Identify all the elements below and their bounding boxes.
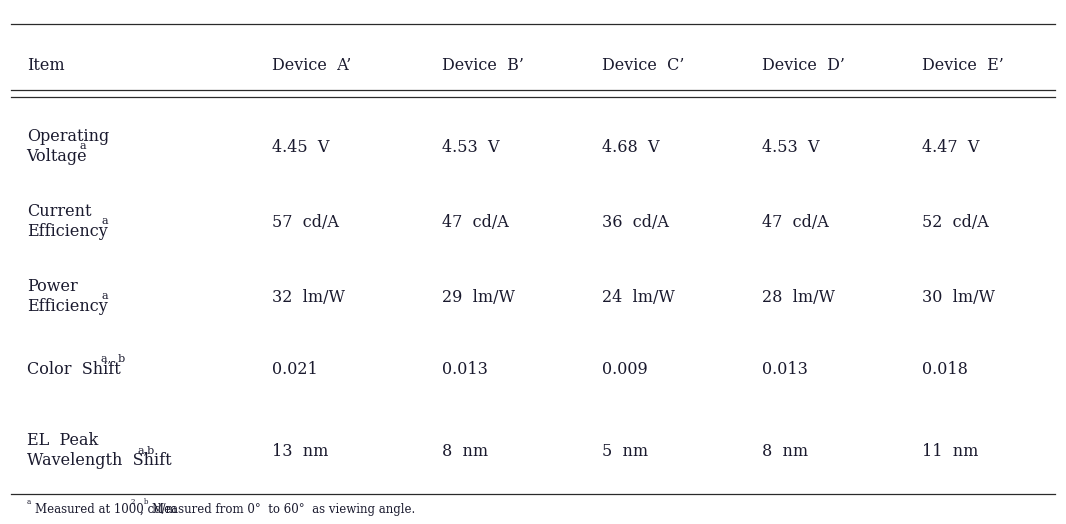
- Text: 4.53  V: 4.53 V: [442, 139, 500, 156]
- Text: b: b: [144, 498, 148, 506]
- Text: 32  lm/W: 32 lm/W: [272, 289, 344, 306]
- Text: a,  b: a, b: [101, 353, 126, 363]
- Text: 13  nm: 13 nm: [272, 443, 328, 460]
- Text: a: a: [27, 498, 31, 506]
- Text: 47  cd/A: 47 cd/A: [762, 214, 829, 231]
- Text: 0.009: 0.009: [602, 361, 648, 378]
- Text: 24  lm/W: 24 lm/W: [602, 289, 675, 306]
- Text: 4.45  V: 4.45 V: [272, 139, 329, 156]
- Text: 11  nm: 11 nm: [922, 443, 979, 460]
- Text: 57  cd/A: 57 cd/A: [272, 214, 339, 231]
- Text: Measured at 1000 cd/m: Measured at 1000 cd/m: [35, 503, 177, 516]
- Text: ,: ,: [140, 503, 143, 516]
- Text: Device  A’: Device A’: [272, 57, 351, 74]
- Text: Wavelength  Shift: Wavelength Shift: [27, 452, 172, 469]
- Text: 0.018: 0.018: [922, 361, 968, 378]
- Text: 29  lm/W: 29 lm/W: [442, 289, 515, 306]
- Text: 5  nm: 5 nm: [602, 443, 648, 460]
- Text: Efficiency: Efficiency: [27, 223, 108, 240]
- Text: a,b: a,b: [138, 445, 155, 455]
- Text: 47  cd/A: 47 cd/A: [442, 214, 510, 231]
- Text: Device  E’: Device E’: [922, 57, 1004, 74]
- Text: 2: 2: [131, 498, 135, 506]
- Text: 4.53  V: 4.53 V: [762, 139, 820, 156]
- Text: 4.68  V: 4.68 V: [602, 139, 660, 156]
- Text: a: a: [101, 216, 108, 226]
- Text: Measured from 0°  to 60°  as viewing angle.: Measured from 0° to 60° as viewing angle…: [152, 503, 416, 516]
- Text: Operating: Operating: [27, 128, 109, 145]
- Text: 8  nm: 8 nm: [762, 443, 808, 460]
- Text: 28  lm/W: 28 lm/W: [762, 289, 835, 306]
- Text: Item: Item: [27, 57, 64, 74]
- Text: a: a: [101, 291, 108, 301]
- Text: 30  lm/W: 30 lm/W: [922, 289, 995, 306]
- Text: 8  nm: 8 nm: [442, 443, 488, 460]
- Text: 0.021: 0.021: [272, 361, 318, 378]
- Text: 36  cd/A: 36 cd/A: [602, 214, 669, 231]
- Text: a: a: [80, 141, 86, 151]
- Text: Device  B’: Device B’: [442, 57, 524, 74]
- Text: Device  D’: Device D’: [762, 57, 845, 74]
- Text: EL  Peak: EL Peak: [27, 432, 98, 449]
- Text: Device  C’: Device C’: [602, 57, 684, 74]
- Text: Voltage: Voltage: [27, 148, 87, 165]
- Text: 52  cd/A: 52 cd/A: [922, 214, 989, 231]
- Text: 4.47  V: 4.47 V: [922, 139, 980, 156]
- Text: Efficiency: Efficiency: [27, 298, 108, 315]
- Text: 0.013: 0.013: [762, 361, 808, 378]
- Text: Color  Shift: Color Shift: [27, 361, 120, 378]
- Text: Power: Power: [27, 278, 78, 295]
- Text: 0.013: 0.013: [442, 361, 488, 378]
- Text: Current: Current: [27, 203, 92, 220]
